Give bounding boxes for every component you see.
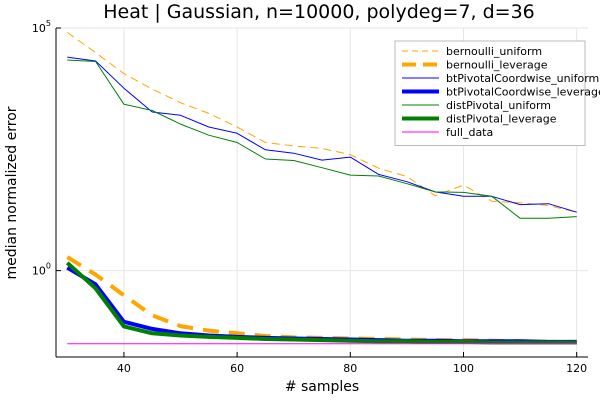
x-axis-title: # samples xyxy=(285,379,359,395)
legend-label: distPivotal_leverage xyxy=(446,113,557,126)
series-line-bernoulli-uniform xyxy=(67,31,577,213)
chart-title: Heat | Gaussian, n=10000, polydeg=7, d=3… xyxy=(103,1,535,23)
series-lines xyxy=(65,31,577,345)
legend-label: bernoulli_uniform xyxy=(446,45,542,58)
legend-label: distPivotal_uniform xyxy=(446,99,551,112)
series-line-distpivotal-uniform xyxy=(67,59,577,219)
y-axis-title: median normalized error xyxy=(4,106,20,279)
x-tick-label: 60 xyxy=(230,362,244,375)
series-line-distpivotal-leverage xyxy=(65,261,577,345)
x-tick-label: 40 xyxy=(117,362,131,375)
x-axis-ticks: 40 60 80 100 120 xyxy=(117,352,587,375)
plot-frame xyxy=(55,28,588,358)
legend-label: btPivotalCoordwise_leverage xyxy=(446,86,600,99)
y-tick-exponent: 0 xyxy=(46,262,51,271)
legend: bernoulli_uniformbernoulli_leveragebtPiv… xyxy=(394,40,600,146)
x-tick-label: 100 xyxy=(453,362,474,375)
legend-label: full_data xyxy=(446,126,493,139)
x-tick-label: 80 xyxy=(343,362,357,375)
legend-label: btPivotalCoordwise_uniform xyxy=(446,72,599,85)
x-tick-label: 120 xyxy=(566,362,587,375)
y-tick-exponent: 5 xyxy=(46,19,51,28)
legend-label: bernoulli_leverage xyxy=(446,59,548,72)
